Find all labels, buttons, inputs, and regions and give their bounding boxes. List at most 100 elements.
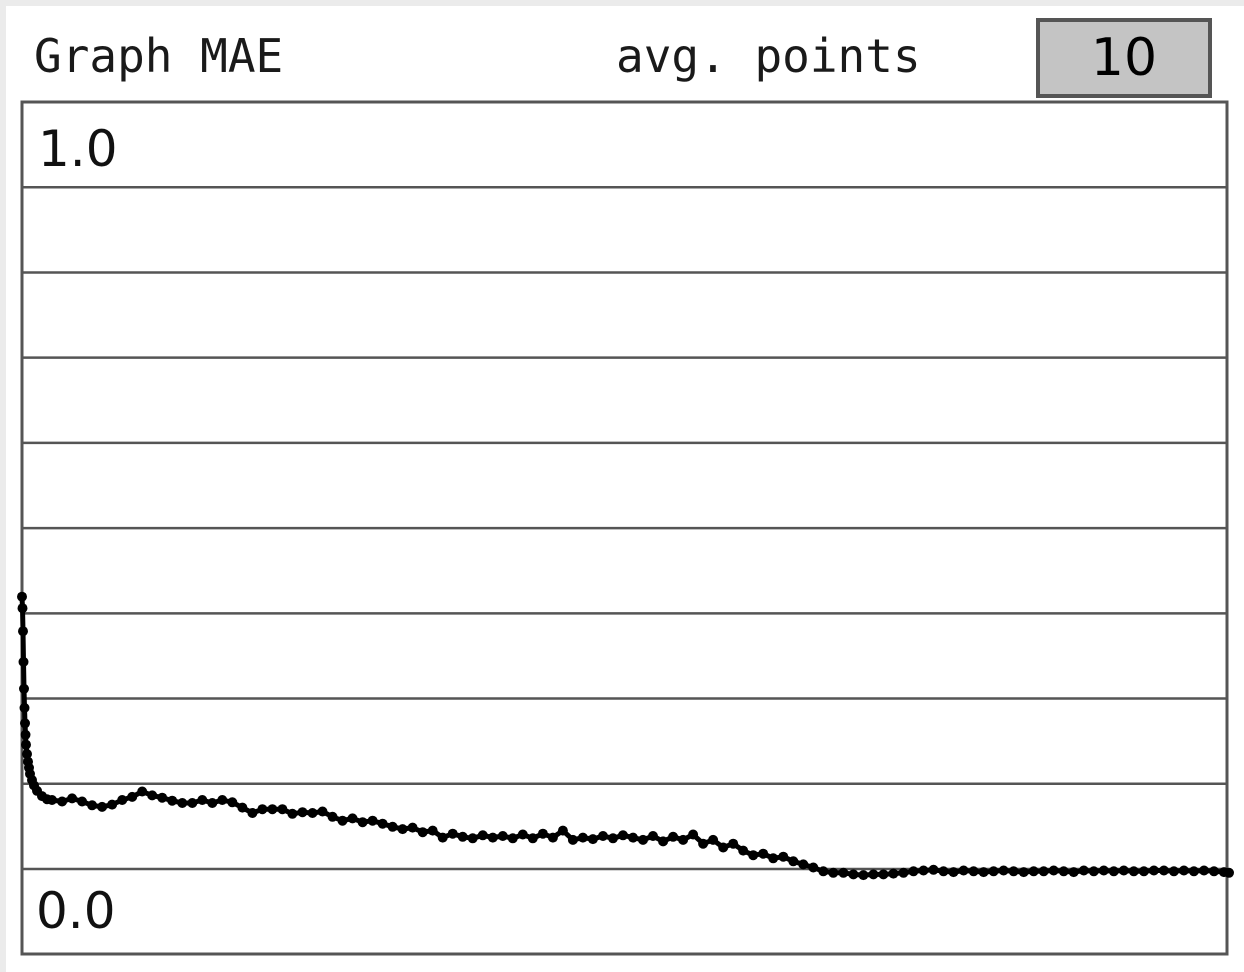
data-point	[908, 866, 919, 877]
data-point	[708, 834, 719, 845]
data-point	[17, 591, 27, 602]
data-point	[628, 832, 638, 843]
series-points	[17, 591, 1234, 881]
data-point	[718, 842, 729, 853]
data-point	[788, 856, 799, 867]
data-point	[167, 795, 178, 806]
data-point	[828, 867, 839, 878]
data-point	[277, 804, 288, 815]
data-point	[1148, 865, 1159, 876]
data-point	[20, 729, 31, 740]
data-point	[387, 821, 398, 832]
data-point	[267, 804, 278, 815]
data-point	[22, 749, 32, 759]
data-point	[1088, 866, 1099, 877]
data-point	[1068, 867, 1079, 878]
data-point	[968, 866, 979, 877]
data-point	[18, 626, 28, 637]
avg-points-input[interactable]: 10	[1036, 18, 1212, 98]
data-point	[237, 802, 248, 813]
data-point	[1199, 865, 1209, 876]
y-tick-bottom: 0.0	[36, 882, 116, 940]
data-point	[978, 867, 989, 878]
data-point	[497, 831, 508, 841]
data-point	[868, 869, 879, 880]
data-point	[587, 834, 598, 845]
data-point	[808, 862, 819, 873]
data-point	[878, 869, 889, 880]
grid-lines	[22, 185, 1227, 871]
data-point	[97, 801, 108, 812]
data-point	[397, 824, 408, 835]
data-point	[437, 832, 448, 843]
data-point	[898, 867, 909, 878]
graph-panel	[6, 6, 1244, 972]
data-point	[888, 868, 899, 879]
data-point	[357, 817, 368, 828]
data-point	[217, 795, 228, 805]
data-point	[577, 832, 588, 843]
data-point	[457, 831, 468, 842]
data-point	[1098, 865, 1109, 876]
data-point	[447, 828, 458, 839]
data-point	[317, 806, 328, 817]
data-point	[347, 813, 358, 824]
data-point	[988, 866, 999, 877]
data-point	[1038, 866, 1049, 877]
data-point	[728, 838, 739, 849]
data-point	[1168, 866, 1179, 877]
data-point	[748, 850, 759, 861]
data-point	[1138, 866, 1149, 877]
data-point	[507, 833, 518, 844]
data-point	[618, 830, 628, 841]
data-point	[20, 718, 30, 729]
data-point	[668, 831, 679, 842]
data-point	[608, 833, 618, 844]
data-point	[1108, 866, 1119, 877]
data-point	[467, 833, 478, 844]
data-point	[257, 804, 268, 815]
data-point	[127, 791, 138, 802]
data-point	[227, 797, 238, 808]
data-point	[377, 818, 388, 829]
data-point	[1128, 866, 1139, 877]
data-point	[738, 845, 749, 856]
data-point	[998, 865, 1009, 876]
data-point	[177, 798, 188, 808]
data-point	[527, 833, 538, 844]
data-point	[798, 859, 809, 870]
data-point	[207, 798, 218, 808]
data-point	[477, 830, 488, 841]
data-point	[67, 793, 78, 804]
data-point	[948, 867, 959, 878]
data-point	[1058, 866, 1069, 877]
data-point	[427, 825, 438, 836]
data-point	[19, 702, 30, 713]
data-point	[858, 870, 869, 881]
data-point	[487, 832, 498, 843]
data-point	[1178, 865, 1189, 876]
data-point	[1048, 865, 1059, 876]
data-point	[1078, 865, 1089, 876]
data-point	[18, 656, 29, 667]
data-point	[638, 834, 648, 845]
data-point	[87, 800, 98, 811]
data-point	[537, 828, 548, 839]
data-point	[19, 683, 29, 694]
data-point	[557, 825, 568, 836]
data-point	[658, 836, 669, 847]
data-point	[187, 798, 198, 808]
data-point	[547, 832, 558, 843]
data-point	[17, 603, 28, 614]
data-point	[678, 834, 689, 845]
data-point	[417, 827, 428, 838]
avg-points-label: avg. points	[616, 29, 921, 83]
data-point	[517, 829, 528, 840]
data-point	[47, 795, 57, 805]
data-point	[337, 815, 348, 826]
data-point	[768, 853, 779, 864]
data-point	[1018, 867, 1029, 878]
data-point	[367, 815, 378, 826]
data-point	[57, 796, 68, 807]
